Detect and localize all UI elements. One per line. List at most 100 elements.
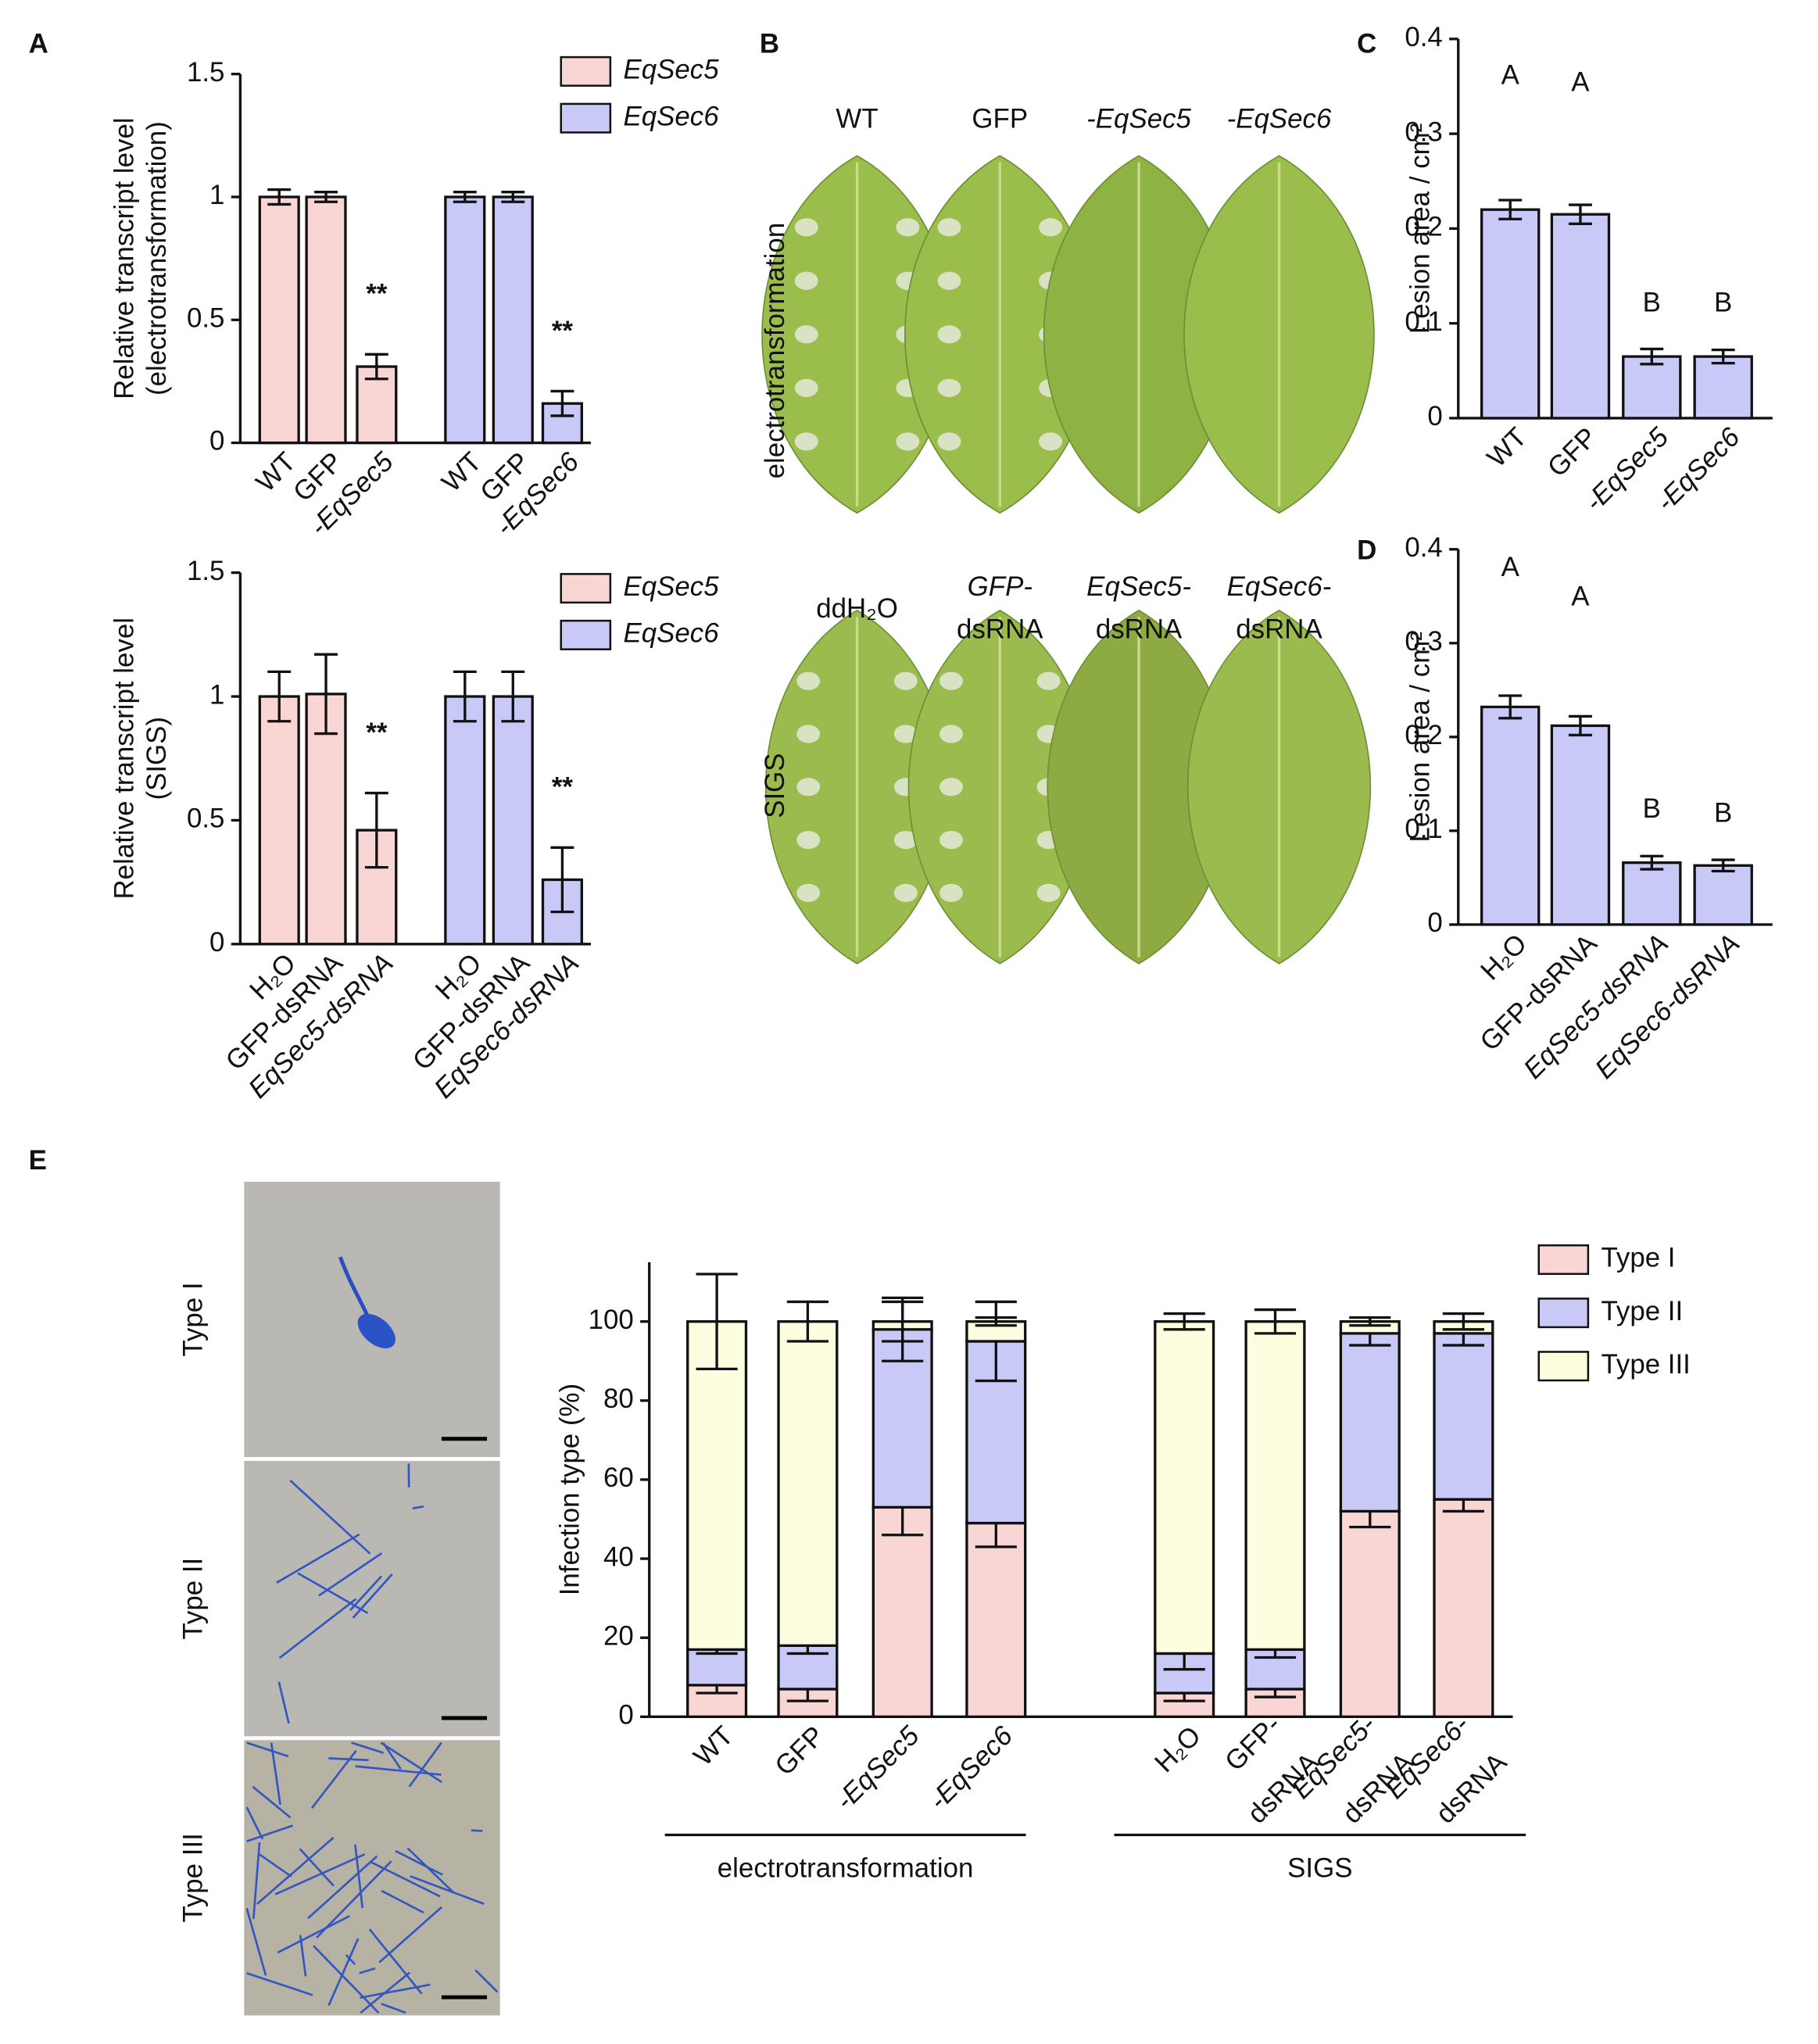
- y-tick-label: 1.5: [187, 57, 224, 88]
- bar: [1339, 1509, 1401, 1718]
- legend-swatch: [560, 102, 612, 134]
- y-tick-label: 40: [603, 1541, 634, 1572]
- hypha: [360, 1983, 431, 1999]
- lesion: [1039, 218, 1063, 237]
- lesion: [796, 778, 821, 796]
- hypha: [278, 1598, 357, 1659]
- y-tick-label: 0.4: [1405, 22, 1442, 52]
- significance-label: **: [552, 316, 574, 346]
- hypha: [245, 1806, 264, 1840]
- bar: [686, 1648, 748, 1687]
- hypha: [289, 1480, 371, 1555]
- hypha: [382, 1742, 402, 1770]
- column-label: -EqSec6: [1227, 104, 1332, 134]
- lesion: [939, 725, 963, 743]
- column-label: dsRNA: [1096, 614, 1183, 645]
- panel-letter: A: [29, 28, 48, 59]
- lesion: [939, 671, 963, 690]
- y-tick-label: 0.4: [1405, 532, 1442, 563]
- lesion: [1036, 883, 1061, 902]
- micrograph-label: Type III: [177, 1833, 208, 1922]
- bar: [1244, 1320, 1306, 1652]
- bar: [444, 695, 486, 946]
- hypha: [252, 1785, 292, 1819]
- y-tick-label: 20: [603, 1620, 634, 1651]
- row-label: SIGS: [760, 753, 790, 818]
- hypha: [328, 1757, 369, 1762]
- bar: [1693, 864, 1753, 926]
- hypha: [349, 1575, 382, 1612]
- lesion: [939, 883, 963, 902]
- hypha: [246, 1824, 293, 1842]
- hypha: [270, 1742, 281, 1806]
- lesion: [1036, 671, 1061, 690]
- hypha: [359, 1967, 376, 1974]
- y-tick-label: 1: [209, 679, 224, 710]
- bar: [1339, 1332, 1401, 1513]
- significance-label: B: [1714, 798, 1732, 829]
- panel-letter: B: [760, 28, 779, 59]
- y-tick-label: 0.1: [1405, 306, 1442, 337]
- lesion: [794, 378, 818, 397]
- micrograph-label: Type II: [177, 1558, 208, 1640]
- legend-label: EqSec5: [623, 571, 719, 602]
- hypha: [277, 1681, 290, 1724]
- lesion: [794, 432, 818, 451]
- hypha: [380, 1742, 442, 1784]
- x-tick-label: WT: [688, 1720, 739, 1772]
- y-tick-label: 0.5: [187, 302, 224, 333]
- legend-label: EqSec6: [623, 101, 719, 131]
- significance-label: B: [1643, 793, 1661, 824]
- y-tick-label: 1: [209, 180, 224, 210]
- hypha: [318, 1552, 383, 1597]
- bar: [1622, 861, 1682, 926]
- lesion: [794, 218, 818, 237]
- legend-swatch: [560, 55, 612, 87]
- y-tick-label: 60: [603, 1462, 634, 1493]
- significance-label: B: [1714, 288, 1732, 318]
- bar: [492, 695, 534, 946]
- y-axis-label: Lesion area / cm²: [1405, 632, 1435, 842]
- hypha: [410, 1875, 485, 1906]
- y-axis-label: (SIGS): [141, 717, 172, 800]
- lesion: [896, 218, 920, 237]
- bar: [444, 195, 486, 445]
- column-label: ddH₂O: [816, 593, 898, 624]
- lesion: [937, 218, 961, 237]
- lesion: [796, 883, 821, 902]
- panel-letter: C: [1357, 28, 1376, 59]
- hypha: [370, 1860, 441, 1898]
- lesion: [1039, 432, 1063, 451]
- bar: [1550, 724, 1611, 926]
- lesion: [937, 271, 961, 290]
- y-tick-label: 0.2: [1405, 212, 1442, 242]
- bar: [1433, 1332, 1494, 1501]
- y-tick-label: 0.2: [1405, 720, 1442, 750]
- lesion: [796, 830, 821, 850]
- hypha: [311, 1749, 357, 1810]
- hypha: [381, 2003, 406, 2014]
- hypha: [257, 1852, 292, 1878]
- bar: [1622, 355, 1682, 420]
- legend-swatch: [1537, 1351, 1590, 1382]
- y-axis-label: (electrotransformation): [141, 121, 172, 396]
- hypha: [354, 1844, 364, 1908]
- y-axis-label: Relative transcript level: [109, 117, 139, 399]
- legend-label: Type III: [1601, 1349, 1691, 1380]
- y-tick-label: 0: [209, 426, 224, 456]
- x-tick-label: -EqSec6: [923, 1720, 1019, 1816]
- hypha: [299, 1848, 335, 1887]
- bar: [686, 1320, 748, 1652]
- hypha: [313, 1945, 380, 2014]
- legend-label: EqSec5: [623, 55, 719, 85]
- hypha: [408, 1742, 442, 1788]
- lesion: [937, 378, 961, 397]
- lesion: [896, 432, 920, 451]
- bar: [492, 195, 534, 445]
- bar: [1480, 208, 1541, 420]
- y-tick-label: 0: [618, 1700, 633, 1731]
- column-label: -EqSec5: [1086, 104, 1191, 134]
- x-tick-label: GFP: [1541, 421, 1602, 482]
- lesion: [796, 671, 821, 690]
